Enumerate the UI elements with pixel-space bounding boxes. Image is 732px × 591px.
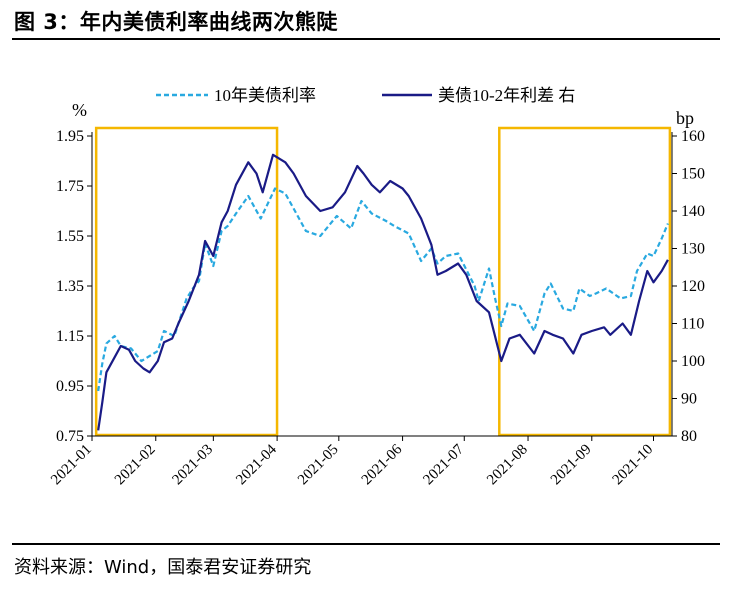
source-note: 资料来源：Wind，国泰君安证券研究 [14, 557, 312, 578]
highlight-boxes [94, 126, 672, 437]
right-tick-label: 150 [681, 166, 705, 183]
title-rule [12, 38, 720, 40]
highlight-box-1 [94, 126, 279, 437]
x-tick-label: 2021-05 [295, 442, 342, 489]
left-tick-label: 1.55 [56, 228, 84, 245]
legend-label-rate: 10年美债利率 [214, 86, 316, 105]
left-tick-label: 1.95 [56, 128, 84, 145]
axes: 1.95 1.75 1.55 1.35 1.15 0.95 0.75% 160 150 140 13… [48, 100, 705, 488]
x-tick-label: 2021-07 [420, 441, 467, 488]
right-tick-label: 100 [681, 353, 705, 370]
left-tick-label: 0.95 [56, 378, 84, 395]
x-tick-label: 2021-01 [48, 442, 95, 489]
figure-title: 图 3：年内美债利率曲线两次熊陡 [14, 10, 338, 34]
left-tick-label: 1.15 [56, 328, 84, 345]
right-tick-label: 90 [681, 391, 697, 408]
left-axis-unit: % [72, 100, 87, 120]
x-tick-label: 2021-08 [484, 442, 531, 489]
right-tick-label: 160 [681, 128, 705, 145]
x-tick-label: 2021-03 [170, 442, 217, 489]
series-line-2 [97, 153, 669, 431]
left-tick-label: 1.75 [56, 178, 84, 195]
x-tick-label: 2021-10 [610, 442, 657, 489]
legend-label-spread: 美债10-2年利差 右 [438, 86, 575, 105]
source-rule [12, 543, 720, 545]
right-tick-label: 80 [681, 428, 697, 445]
highlight-box-2 [498, 126, 672, 437]
right-tick-label: 110 [681, 316, 704, 333]
left-tick-label: 1.35 [56, 278, 84, 295]
left-tick-label: 0.75 [56, 428, 84, 445]
x-tick-label: 2021-04 [233, 441, 280, 488]
series-line-1 [97, 187, 669, 392]
x-tick-label: 2021-02 [112, 442, 159, 489]
x-tick-label: 2021-09 [548, 442, 595, 489]
right-tick-label: 140 [681, 203, 705, 220]
right-tick-label: 120 [681, 278, 705, 295]
series-lines [97, 153, 669, 431]
right-axis-unit: bp [676, 108, 694, 128]
right-tick-label: 130 [681, 241, 705, 258]
legend: 10年美债利率 美债10-2年利差 右 [156, 86, 575, 105]
x-tick-label: 2021-06 [359, 441, 406, 488]
